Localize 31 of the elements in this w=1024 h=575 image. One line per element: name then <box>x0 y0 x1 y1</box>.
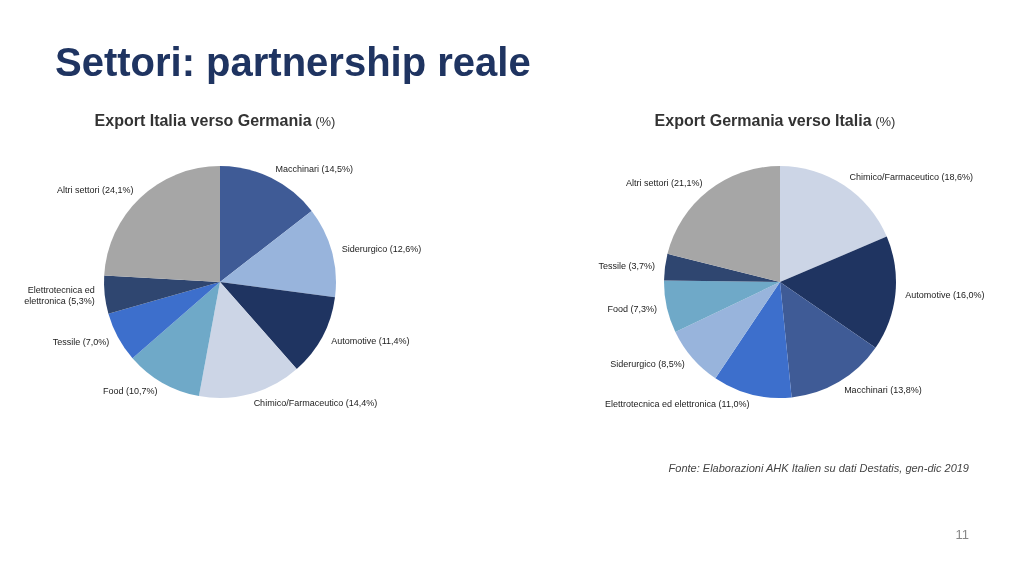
pie-slice <box>780 236 896 348</box>
pie-slice <box>220 210 336 298</box>
pie-slice <box>667 166 780 282</box>
pie-slice <box>664 280 780 333</box>
slice-label: Macchinari (14,5%) <box>275 163 353 174</box>
slice-label: Chimico/Farmaceutico (18,6%) <box>849 171 974 182</box>
chart-title: Export Italia verso Germania (%) <box>93 112 337 131</box>
slice-label: Tessile (7,0%) <box>52 337 110 348</box>
slice-label: Macchinari (13,8%) <box>844 385 922 396</box>
slice-label: Altri settori (21,1%) <box>625 177 703 188</box>
pie-slice <box>104 166 220 282</box>
slice-label: Elettrotecnica ed elettronica (11,0%) <box>605 399 750 410</box>
slice-label: Siderurgico (8,5%) <box>610 359 685 370</box>
source-note: Fonte: Elaborazioni AHK Italien su dati Destatis, gen-dic 2019 <box>668 462 969 474</box>
pie-slice <box>104 275 220 314</box>
slice-label: Chimico/Farmaceutico (14,4%) <box>253 398 378 409</box>
slice-label: Altri settori (24,1%) <box>56 185 134 196</box>
pie-slice <box>664 253 780 282</box>
text: Settori: partnership reale <box>55 40 531 85</box>
slice-label: Siderurgico (12,6%) <box>341 244 422 255</box>
slice-label: Automotive (16,0%) <box>905 289 985 300</box>
pie-slice <box>198 282 297 398</box>
pie-slice <box>715 282 792 398</box>
pie-slice <box>108 282 220 359</box>
slice-label: Automotive (11,4%) <box>331 336 410 347</box>
text: 11 <box>955 527 969 542</box>
slice-label: Elettrotecnica ed elettronica (5,3%) <box>24 285 95 307</box>
slice-label: Food (10,7%) <box>103 386 158 397</box>
slice-label: Food (7,3%) <box>607 304 657 315</box>
chart-title: Export Germania verso Italia (%) <box>653 112 897 131</box>
slice-label: Tessile (3,7%) <box>598 260 656 271</box>
